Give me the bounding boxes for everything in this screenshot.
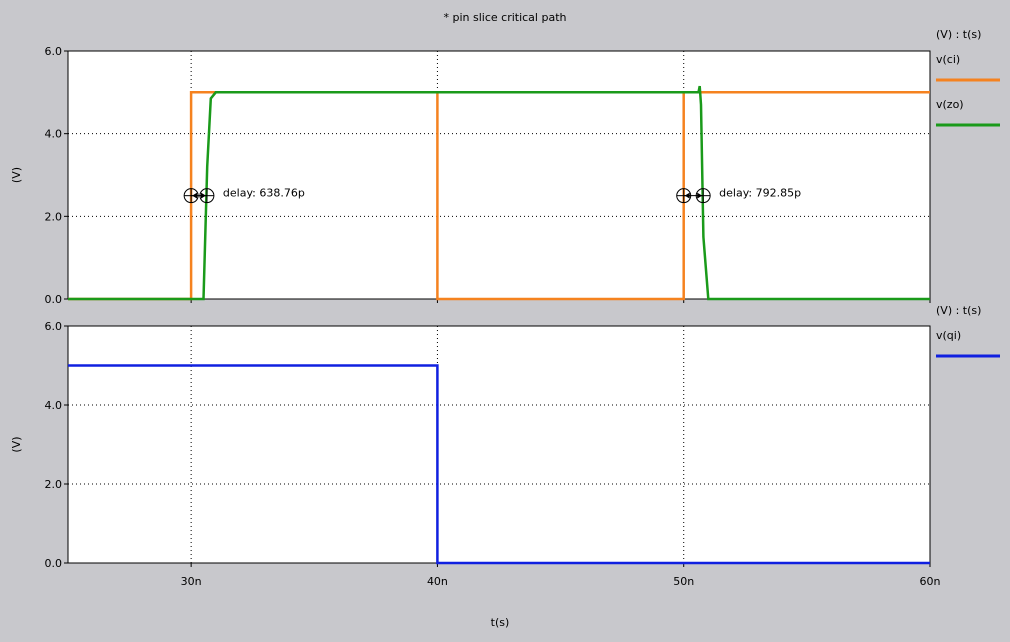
y-axis-label: (V) [10, 436, 23, 452]
series-line-vci [68, 91, 930, 301]
x-tick-label: 30n [181, 575, 202, 588]
delay-label: delay: 638.76p [223, 187, 305, 200]
delay-annotation: delay: 792.85p [676, 187, 801, 204]
series-line-vqi [68, 364, 930, 565]
x-tick-label: 60n [920, 575, 941, 588]
chart-title: * pin slice critical path [443, 11, 566, 24]
y-tick-label: 0.0 [45, 293, 63, 306]
y-tick-label: 4.0 [45, 399, 63, 412]
delay-annotation: delay: 638.76p [183, 187, 305, 204]
legend-header: (V) : t(s) [936, 28, 981, 41]
y-tick-label: 4.0 [45, 128, 63, 141]
y-tick-label: 2.0 [45, 478, 63, 491]
y-tick-label: 6.0 [45, 320, 63, 333]
plot-area [67, 50, 931, 300]
legend-label: v(ci) [936, 53, 960, 66]
y-tick-label: 0.0 [45, 557, 63, 570]
y-axis-label: (V) [10, 167, 23, 183]
legend-header: (V) : t(s) [936, 304, 981, 317]
x-tick-label: 50n [673, 575, 694, 588]
plot-panel-1: 0.0 2.0 4.0 6.0 (V) (V) : t(s) v(ci) v(zo) delay… [10, 28, 1000, 306]
y-tick-label: 6.0 [45, 45, 63, 58]
legend-label: v(qi) [936, 329, 961, 342]
delay-label: delay: 792.85p [719, 187, 801, 200]
x-tick-label: 40n [427, 575, 448, 588]
x-axis-label: t(s) [491, 616, 510, 629]
series-line-vzo [68, 85, 930, 301]
legend-label: v(zo) [936, 98, 964, 111]
plot-area [67, 325, 931, 564]
y-tick-label: 2.0 [45, 210, 63, 223]
plot-panel-2: 0.0 2.0 4.0 6.0 30n 40n 50n 60n (V) (V) : t(s) v(q… [10, 304, 1000, 588]
